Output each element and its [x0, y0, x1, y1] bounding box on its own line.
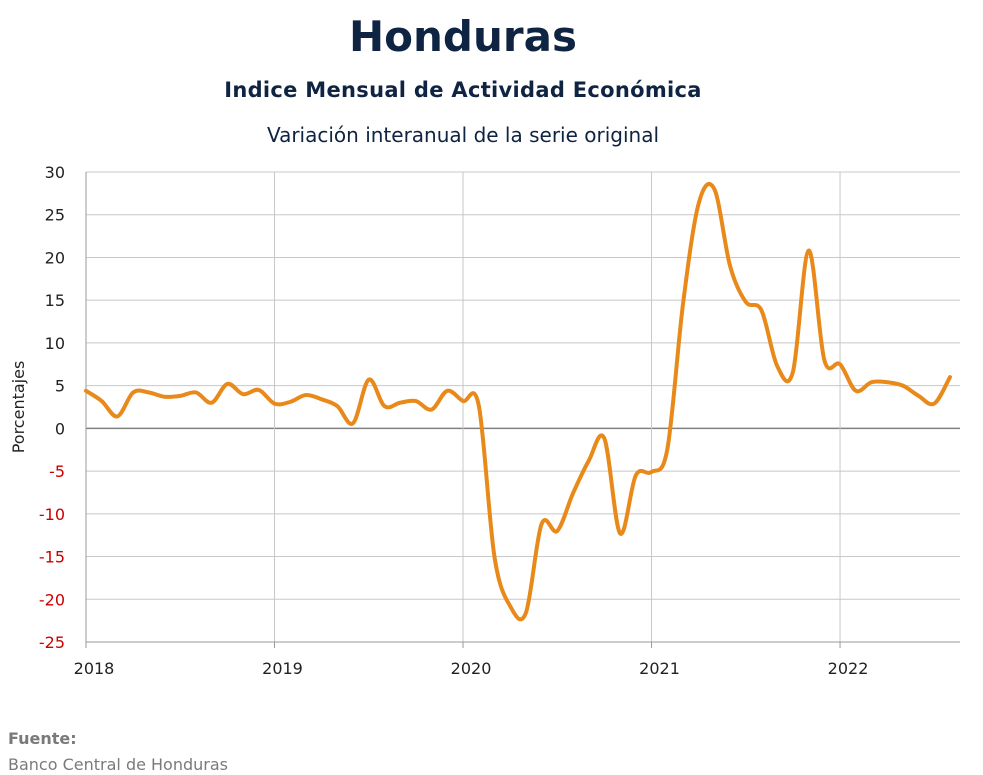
data-point [775, 364, 779, 368]
data-point [932, 402, 936, 406]
chart-subtitle-secondary: Variación interanual de la serie origina… [266, 123, 660, 147]
data-point [273, 402, 277, 406]
chart-subtitle: Indice Mensual de Actividad Económica [224, 78, 702, 102]
data-point [712, 187, 716, 191]
data-point [100, 399, 104, 403]
x-tick-label: 2019 [262, 659, 303, 678]
y-tick-label: -5 [49, 462, 65, 481]
data-point [587, 459, 591, 463]
data-point [744, 300, 748, 304]
y-tick-label: -25 [39, 633, 65, 652]
x-tick-label: 2022 [828, 659, 869, 678]
x-tick-label: 2018 [74, 659, 115, 678]
data-point [320, 397, 324, 401]
data-point [728, 264, 732, 268]
y-tick-label: -20 [39, 590, 65, 609]
y-tick-label: -10 [39, 505, 65, 524]
data-point [524, 611, 528, 615]
data-point [492, 555, 496, 559]
data-point [335, 404, 339, 408]
x-tick-label: 2020 [451, 659, 492, 678]
data-point [115, 414, 119, 418]
line-chart: 30 25 20 15 10 5 0 -5 -10 -15 -20 -25 2018 2019 2020 20… [9, 163, 960, 678]
y-tick-label: 0 [55, 419, 65, 438]
chart-title: Honduras [349, 12, 577, 61]
data-point [461, 399, 465, 403]
data-point [414, 399, 418, 403]
series-line [84, 182, 952, 622]
data-point [508, 604, 512, 608]
data-point [351, 421, 355, 425]
data-point [618, 531, 622, 535]
data-point [665, 448, 669, 452]
data-point [869, 380, 873, 384]
data-point [84, 389, 88, 393]
y-tick-label: 5 [55, 377, 65, 396]
data-point [885, 380, 889, 384]
data-point [241, 392, 245, 396]
data-point [194, 390, 198, 394]
data-point [225, 382, 229, 386]
data-point [948, 375, 952, 379]
data-point [131, 390, 135, 394]
data-point [650, 470, 654, 474]
data-point [791, 370, 795, 374]
data-point [697, 202, 701, 206]
data-point [304, 393, 308, 397]
data-point [602, 437, 606, 441]
data-point [288, 400, 292, 404]
source-text: Banco Central de Honduras [8, 755, 228, 774]
data-point [807, 249, 811, 253]
data-point [367, 378, 371, 382]
data-point [210, 401, 214, 405]
data-point [901, 384, 905, 388]
data-point [838, 362, 842, 366]
data-point [759, 308, 763, 312]
data-point [854, 389, 858, 393]
data-point [540, 522, 544, 526]
data-point [430, 408, 434, 412]
y-tick-label: 10 [45, 334, 65, 353]
data-point [681, 302, 685, 306]
data-point [917, 394, 921, 398]
data-point [398, 401, 402, 405]
y-tick-label: 20 [45, 248, 65, 267]
data-point [257, 388, 261, 392]
data-point [178, 394, 182, 398]
source-label: Fuente: [8, 729, 77, 748]
data-point [822, 358, 826, 362]
y-tick-label: 15 [45, 291, 65, 310]
data-point [445, 389, 449, 393]
data-point [147, 390, 151, 394]
data-point [382, 404, 386, 408]
data-point [634, 473, 638, 477]
data-point [163, 395, 167, 399]
x-tick-label: 2021 [639, 659, 680, 678]
y-tick-label: 25 [45, 206, 65, 225]
y-tick-label: 30 [45, 163, 65, 182]
data-point [555, 529, 559, 533]
y-tick-label: -15 [39, 548, 65, 567]
data-point [571, 491, 575, 495]
y-axis-label: Porcentajes [9, 361, 28, 454]
data-point [477, 403, 481, 407]
